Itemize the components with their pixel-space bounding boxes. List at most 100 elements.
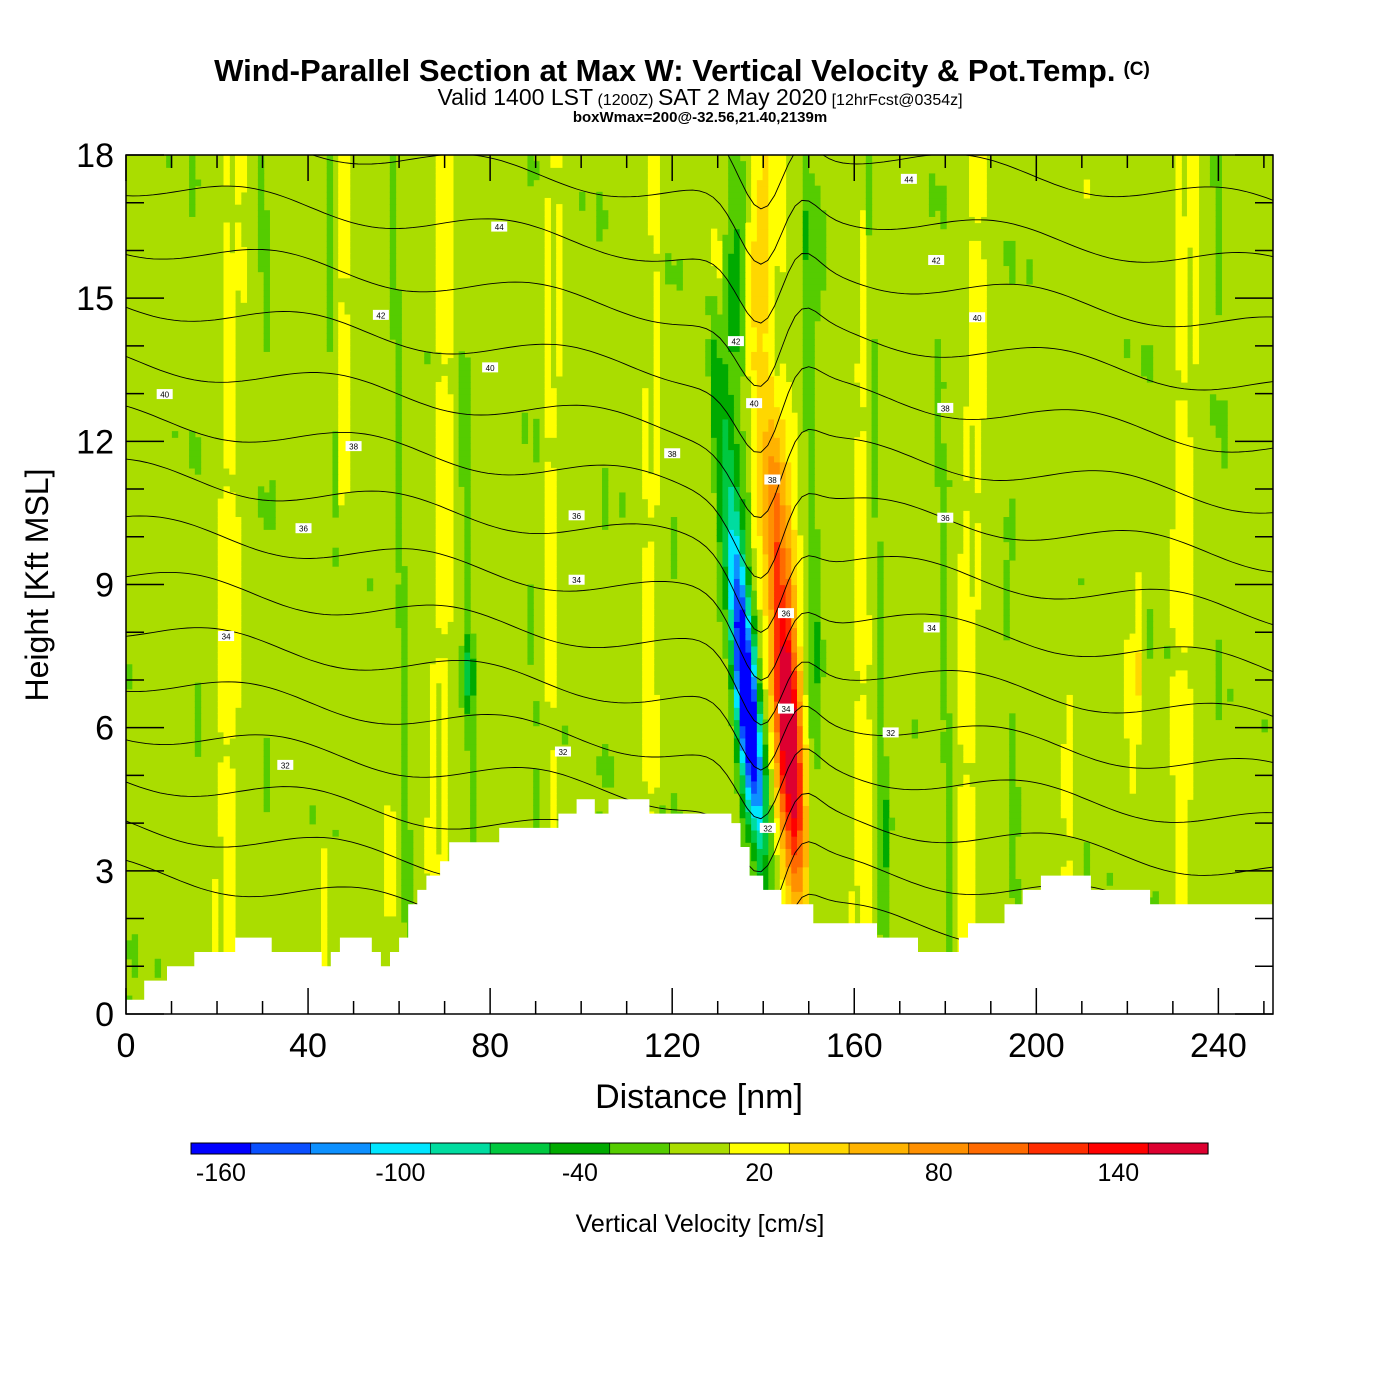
velocity-cell — [934, 449, 947, 457]
velocity-cell — [1066, 701, 1073, 708]
velocity-cell — [751, 658, 758, 665]
velocity-cell — [1175, 357, 1188, 365]
velocity-cell — [1221, 461, 1228, 469]
velocity-cell — [1186, 179, 1200, 187]
velocity-cell — [550, 805, 557, 813]
velocity-cell — [779, 535, 787, 543]
velocity-cell — [808, 222, 827, 230]
velocity-cell — [1169, 609, 1194, 616]
velocity-cell — [544, 694, 557, 702]
velocity-cell — [751, 351, 769, 359]
velocity-cell — [756, 750, 764, 757]
velocity-cell — [1169, 744, 1194, 751]
velocity-cell — [596, 197, 603, 205]
velocity-cell — [223, 382, 236, 389]
velocity-cell — [797, 553, 804, 561]
velocity-cell — [751, 418, 758, 426]
velocity-cell — [338, 486, 351, 494]
velocity-cell — [154, 971, 162, 978]
theta-label: 34 — [568, 574, 585, 585]
velocity-cell — [934, 369, 941, 377]
velocity-cell — [969, 289, 987, 297]
velocity-cell — [745, 234, 758, 242]
velocity-cell — [326, 247, 334, 254]
velocity-cell — [756, 431, 764, 438]
velocity-cell — [871, 467, 878, 475]
velocity-cell — [848, 891, 855, 899]
velocity-cell — [389, 155, 397, 162]
velocity-cell — [774, 375, 787, 383]
velocity-cell — [785, 498, 792, 506]
velocity-cell — [223, 449, 236, 457]
velocity-cell — [733, 731, 741, 739]
theta-label-box — [554, 746, 571, 757]
velocity-cell — [797, 682, 804, 690]
velocity-cell — [642, 658, 655, 665]
velocity-cell — [464, 670, 471, 678]
velocity-cell — [871, 486, 878, 494]
velocity-cell — [223, 842, 236, 849]
velocity-cell — [217, 676, 242, 684]
velocity-cell — [751, 320, 769, 328]
velocity-cell — [733, 480, 741, 487]
velocity-cell — [1169, 578, 1194, 586]
velocity-cell — [1175, 510, 1194, 518]
velocity-cell — [756, 332, 764, 340]
velocity-cell — [550, 762, 557, 770]
velocity-cell — [739, 793, 746, 800]
velocity-cell — [1215, 676, 1222, 684]
velocity-cell — [653, 382, 660, 389]
velocity-cell — [1123, 670, 1136, 678]
velocity-cell — [326, 296, 334, 303]
velocity-cell — [223, 756, 230, 764]
velocity-cell — [1135, 578, 1142, 586]
velocity-cell — [366, 578, 374, 586]
velocity-cell — [969, 247, 982, 254]
velocity-cell — [401, 811, 408, 819]
velocity-cell — [670, 566, 678, 573]
velocity-cell — [1169, 572, 1194, 579]
velocity-cell — [739, 836, 746, 843]
velocity-cell — [550, 823, 557, 831]
velocity-cell — [710, 486, 718, 494]
velocity-cell — [756, 547, 764, 555]
velocity-cell — [722, 247, 735, 254]
velocity-cell — [751, 529, 758, 537]
theta-label-text: 44 — [495, 223, 504, 232]
velocity-cell — [739, 584, 746, 592]
velocity-cell — [745, 326, 758, 334]
velocity-cell — [745, 523, 752, 530]
velocity-cell — [756, 566, 764, 573]
velocity-cell — [189, 197, 196, 205]
colorbar-frame — [190, 1142, 1209, 1155]
theta-label-box — [218, 631, 235, 642]
velocity-cell — [779, 676, 792, 684]
velocity-cell — [762, 541, 769, 549]
velocity-cell — [762, 529, 769, 537]
velocity-cell — [1209, 179, 1222, 187]
colorbar: -160 -100 -40 20 80 140 — [190, 1142, 1209, 1187]
velocity-cell — [1060, 786, 1073, 794]
velocity-cell — [733, 664, 741, 671]
velocity-cell — [602, 780, 615, 788]
velocity-cell — [544, 688, 557, 696]
velocity-cell — [774, 455, 781, 463]
velocity-cell — [791, 645, 798, 653]
velocity-cell — [234, 234, 242, 242]
velocity-cell — [791, 609, 798, 616]
velocity-cell — [223, 897, 236, 905]
velocity-cell — [791, 879, 804, 886]
velocity-cell — [441, 805, 448, 813]
theta-label-box — [491, 221, 508, 232]
velocity-cell — [429, 670, 448, 678]
velocity-cell — [779, 750, 787, 757]
velocity-cell — [969, 161, 987, 168]
velocity-cell — [785, 633, 792, 641]
velocity-cell — [1123, 713, 1142, 721]
velocity-cell — [194, 701, 202, 708]
velocity-cell — [928, 210, 936, 217]
velocity-cell — [774, 633, 781, 641]
velocity-cell — [464, 529, 471, 537]
velocity-cell — [774, 517, 781, 524]
velocity-cell — [389, 259, 397, 267]
